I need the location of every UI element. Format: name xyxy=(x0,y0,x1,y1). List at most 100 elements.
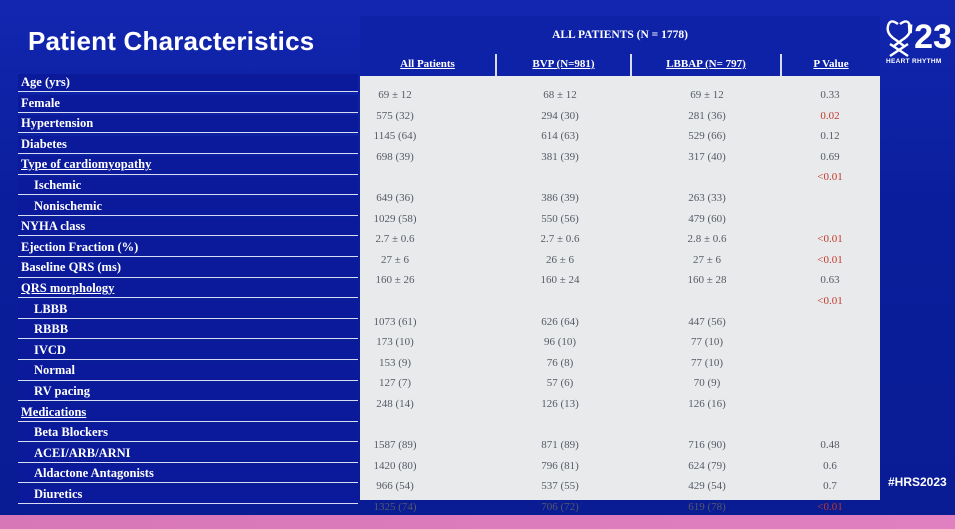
row-label: Type of cardiomyopathy xyxy=(18,156,358,175)
row-label: Ischemic xyxy=(18,176,358,196)
bottom-bar xyxy=(0,515,955,529)
row-label-text: Hypertension xyxy=(21,116,94,131)
table-cell: 871 (89) xyxy=(541,439,579,452)
row-label: Aldactone Antagonists xyxy=(18,465,358,484)
row-label-text: RBBB xyxy=(34,322,69,337)
row-label-text: Ischemic xyxy=(34,177,82,192)
table-cell: 160 ± 24 xyxy=(540,274,580,287)
table-cell: 2.8 ± 0.6 xyxy=(687,233,727,246)
table-cell: 248 (14) xyxy=(376,398,414,410)
row-label: ACEI/ARB/ARNI xyxy=(18,444,358,463)
row-label-text: NYHA class xyxy=(21,219,86,234)
row-label: Ejection Fraction (%) xyxy=(18,238,358,257)
table-cell: 0.6 xyxy=(823,459,837,472)
table-cell: 537 (55) xyxy=(541,480,579,493)
table-cell: 173 (10) xyxy=(376,336,414,349)
table-cell: 706 (72) xyxy=(541,501,579,513)
table-cell: 153 (9) xyxy=(378,356,412,369)
column-header: P Value xyxy=(780,54,880,76)
table-cell: 0.63 xyxy=(820,274,840,287)
table-cell: 126 (13) xyxy=(541,398,579,410)
column-header: All Patients xyxy=(360,54,495,76)
table-cell: 1420 (80) xyxy=(373,459,417,472)
row-label-text: Baseline QRS (ms) xyxy=(21,260,121,275)
table-cell: 1073 (61) xyxy=(373,315,417,328)
row-label-text: Aldactone Antagonists xyxy=(34,466,154,481)
row-label-text: Medications xyxy=(21,404,87,419)
row-label-text: QRS morphology xyxy=(21,280,115,295)
table-cell: 529 (66) xyxy=(688,130,726,143)
table-cell: 1325 (74) xyxy=(373,501,417,513)
row-label: Normal xyxy=(18,362,358,381)
logo-subtitle: HEART RHYTHM xyxy=(886,58,942,65)
table-cell: 0.69 xyxy=(820,150,840,163)
table-cell: 381 (39) xyxy=(541,150,579,163)
table-cell: 429 (54) xyxy=(688,480,726,493)
table-cell: 96 (10) xyxy=(543,336,577,349)
row-label-text: Beta Blockers xyxy=(34,425,108,440)
table-cell: 0.12 xyxy=(820,130,840,143)
row-label-text: Nonischemic xyxy=(34,198,103,213)
row-label: Beta Blockers xyxy=(18,424,358,443)
table-cell: 69 ± 12 xyxy=(378,89,412,101)
table-cell: 68 ± 12 xyxy=(543,89,577,101)
row-label: NYHA class xyxy=(18,218,358,237)
table-cell: 619 (78) xyxy=(688,501,726,513)
table-cell: 624 (79) xyxy=(688,459,726,472)
row-label: Age (yrs) xyxy=(18,74,358,93)
table-cell: 479 (60) xyxy=(688,212,726,225)
logo-text: '23 xyxy=(906,18,952,56)
row-label-text: Female xyxy=(21,95,60,110)
table-cell: 77 (10) xyxy=(690,336,724,349)
row-label: Nonischemic xyxy=(18,197,358,216)
table-cell: 447 (56) xyxy=(688,315,726,328)
table-cell: 0.02 xyxy=(820,109,840,122)
table-cell: 966 (54) xyxy=(376,480,414,493)
table-cell: 27 ± 6 xyxy=(692,253,722,266)
row-label: IVCD xyxy=(18,341,358,360)
row-label-text: IVCD xyxy=(34,342,66,357)
table-cell: 575 (32) xyxy=(376,109,414,122)
table-cell: 69 ± 12 xyxy=(690,89,724,101)
row-label: Hypertension xyxy=(18,115,358,134)
table-cell: 698 (39) xyxy=(376,150,414,163)
table-cell: <0.01 xyxy=(817,253,843,266)
table-cell: 2.7 ± 0.6 xyxy=(540,233,580,246)
row-label: LBBB xyxy=(18,300,358,319)
table-cell: 57 (6) xyxy=(546,377,574,390)
row-label: Baseline QRS (ms) xyxy=(18,259,358,278)
table-cell: 26 ± 6 xyxy=(545,253,575,266)
row-label: Diabetes xyxy=(18,135,358,154)
column-header: BVP (N=981) xyxy=(495,54,630,76)
row-label-text: LBBB xyxy=(34,301,68,316)
table-cell: 0.48 xyxy=(820,439,840,452)
table-cell: <0.01 xyxy=(817,295,843,307)
table-cell: 317 (40) xyxy=(688,150,726,163)
table-cell: 160 ± 28 xyxy=(687,274,727,287)
table-cell: 0.7 xyxy=(823,480,837,493)
table-cell: 77 (10) xyxy=(690,356,724,369)
group-header: ALL PATIENTS (N = 1778) xyxy=(360,16,880,54)
row-label-text: Diabetes xyxy=(21,136,67,151)
table-cell: 294 (30) xyxy=(541,109,579,122)
hrs-logo-icon: '23 xyxy=(886,18,952,57)
row-label-text: ACEI/ARB/ARNI xyxy=(34,445,131,460)
table-cell: <0.01 xyxy=(817,233,843,246)
row-label-text: Type of cardiomyopathy xyxy=(21,157,152,172)
table-cell: 716 (90) xyxy=(688,439,726,452)
table-cell: 0.33 xyxy=(820,89,840,101)
table-cell: 614 (63) xyxy=(541,130,579,143)
table-cell: 126 (16) xyxy=(688,398,726,410)
table-cell: 649 (36) xyxy=(376,192,414,204)
row-label: Diuretics xyxy=(18,485,358,505)
row-label: Female xyxy=(18,94,358,113)
data-table: ALL PATIENTS (N = 1778) All Patients BVP … xyxy=(360,16,880,513)
table-cell: <0.01 xyxy=(817,501,843,513)
row-label-text: Age (yrs) xyxy=(21,75,70,89)
table-cell: 386 (39) xyxy=(541,192,579,204)
column-header: LBBAP (N= 797) xyxy=(630,54,780,76)
table-cell: 1587 (89) xyxy=(373,439,417,452)
table-cell: 1029 (58) xyxy=(373,212,417,225)
page-title: Patient Characteristics xyxy=(28,26,315,56)
table-cell: 626 (64) xyxy=(541,315,579,328)
